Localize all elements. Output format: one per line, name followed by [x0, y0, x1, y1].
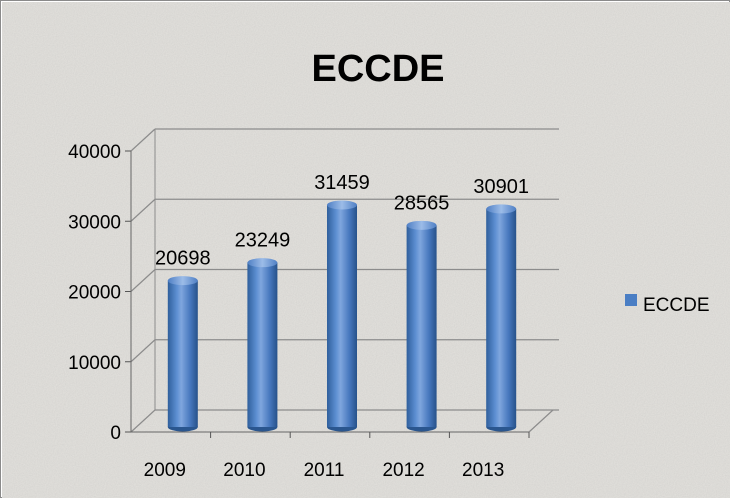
y-tick-label: 10000 — [68, 353, 121, 374]
data-label: 23249 — [235, 230, 291, 252]
floor-edge — [528, 409, 554, 433]
bar-body — [247, 262, 278, 427]
data-label: 30901 — [473, 176, 529, 198]
y-tick-label: 40000 — [68, 142, 121, 163]
bar-body — [406, 225, 437, 427]
bar — [167, 276, 198, 432]
legend-label: ECCDE — [643, 295, 710, 316]
bar-body — [486, 208, 517, 427]
bar — [486, 204, 517, 432]
gridline-diagonal — [130, 409, 156, 433]
bar-cap — [327, 200, 357, 210]
bar-body — [167, 280, 198, 427]
x-tick-label: 2013 — [462, 460, 504, 481]
bar-cap — [406, 220, 437, 230]
bar — [247, 258, 278, 432]
legend-swatch — [625, 294, 637, 306]
y-tick-label: 0 — [110, 423, 121, 444]
x-tick-label: 2011 — [304, 460, 345, 481]
bar-cap — [486, 204, 517, 214]
x-tick-label: 2009 — [144, 460, 186, 481]
data-label: 31459 — [314, 172, 370, 194]
chart-title: ECCDE — [311, 48, 444, 90]
x-tick-label: 2012 — [382, 460, 424, 481]
gridline-diagonal — [130, 269, 156, 292]
bar-body — [327, 205, 357, 427]
y-tick-label: 20000 — [68, 283, 121, 304]
gridline-diagonal — [130, 198, 156, 222]
data-label: 28565 — [394, 192, 450, 214]
bar-cap — [247, 258, 278, 268]
x-tick-label: 2010 — [223, 460, 265, 481]
axis-layer: 0 10000 20000 30000 40000 2009 2010 2011 2012 201… — [68, 142, 554, 481]
bar — [327, 200, 357, 432]
gridline-diagonal — [130, 339, 156, 363]
bar-layer — [167, 200, 517, 432]
gridline-diagonal — [130, 128, 156, 152]
data-label: 20698 — [155, 248, 211, 270]
y-tick-label: 30000 — [68, 212, 121, 233]
bar-cap — [167, 276, 198, 286]
label-layer: 20698 23249 31459 28565 30901 — [155, 172, 529, 270]
legend: ECCDE — [625, 294, 710, 316]
bar — [406, 220, 437, 432]
